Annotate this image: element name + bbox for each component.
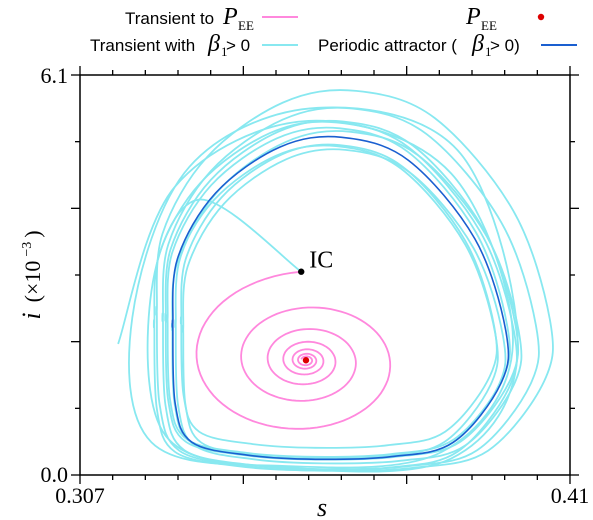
ic-point <box>298 268 305 275</box>
cyan-loop-path <box>166 126 511 458</box>
axis-ticks <box>71 66 579 484</box>
legend-label: Transient with <box>90 36 195 55</box>
legend-swatch-red-dot <box>537 13 545 21</box>
legend-entry-periodic-attractor: Periodic attractor ( β 1 > 0) <box>318 31 577 59</box>
legend-math: P <box>465 4 481 30</box>
cyan-loop-path <box>174 130 523 465</box>
legend-math: β <box>471 31 484 57</box>
cyan-transient-path <box>117 106 519 473</box>
cyan-loop-path <box>161 106 540 471</box>
cyan-loop-path <box>155 89 554 472</box>
cyan-loop-path <box>152 120 518 472</box>
legend-label: Periodic attractor ( <box>318 36 457 55</box>
cyan-loop-path <box>181 148 507 460</box>
y-axis-scale: (×10 <box>20 261 45 303</box>
legend-sub: EE <box>238 18 254 33</box>
legend-math: β <box>207 31 220 57</box>
legend-entry-transient-to-pee: Transient to P EE <box>125 4 298 33</box>
y-tick-label-max: 6.1 <box>41 63 69 88</box>
y-tick-label-min: 0.0 <box>41 462 69 487</box>
x-axis-label: s <box>317 493 327 520</box>
y-axis-var: i <box>17 312 46 319</box>
pink-spiral-path <box>195 270 392 430</box>
periodic-attractor-trajectory <box>171 135 510 461</box>
transient-to-pee-trajectory <box>195 270 392 430</box>
cyan-loop-path <box>179 143 498 449</box>
svg-text:i (×10 −3 ): i (×10 −3 ) <box>17 230 46 319</box>
legend-sub: 1 <box>221 44 228 59</box>
x-tick-label-min: 0.307 <box>55 483 105 508</box>
y-axis-close: ) <box>20 230 45 237</box>
legend-entry-transient-beta: Transient with β 1 > 0 <box>90 31 298 59</box>
legend: Transient to P EE Transient with β 1 > 0… <box>90 4 577 59</box>
y-axis-exponent: −3 <box>20 242 35 257</box>
legend-sub: EE <box>481 18 497 33</box>
legend-math: P <box>222 4 238 30</box>
special-points <box>298 268 310 364</box>
y-axis-label: i (×10 −3 ) <box>17 230 46 319</box>
ic-annotation: IC <box>309 248 333 274</box>
legend-label: Transient to <box>125 9 214 28</box>
legend-entry-pee-point: P EE <box>465 4 545 33</box>
pee-point <box>302 357 310 364</box>
legend-suffix: > 0) <box>490 36 520 55</box>
legend-sub: 1 <box>485 44 492 59</box>
x-tick-label-max: 0.41 <box>551 483 590 508</box>
transient-beta-trajectory <box>117 89 554 473</box>
blue-orbit-path <box>171 135 510 461</box>
legend-suffix: > 0 <box>226 36 250 55</box>
